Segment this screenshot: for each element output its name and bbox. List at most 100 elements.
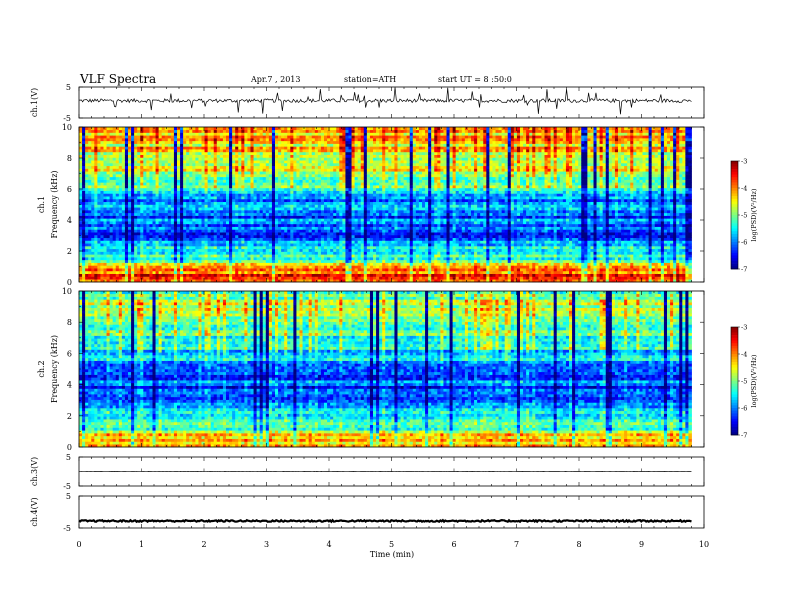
spectrogram-cell	[104, 174, 107, 177]
spectrogram-cell	[110, 224, 113, 227]
spectrogram-cell	[131, 229, 134, 232]
spectrogram-cell	[146, 227, 149, 230]
spectrogram-cell	[107, 265, 110, 268]
spectrogram-cell	[110, 196, 113, 199]
spectrogram-cell	[88, 196, 91, 199]
spectrogram-cell	[107, 199, 110, 202]
spectrogram-cell	[128, 157, 131, 160]
spectrogram-cell	[140, 240, 143, 243]
spectrogram-cell	[88, 232, 91, 235]
spectrogram-cell	[146, 238, 149, 241]
spectrogram-cell	[100, 268, 103, 271]
spectrogram-cell	[79, 130, 82, 133]
spectrogram-cell	[125, 133, 128, 136]
spectrogram-cell	[143, 240, 146, 243]
spectrogram-cell	[122, 268, 125, 271]
spectrogram-cell	[128, 193, 131, 196]
spectrogram-cell	[131, 246, 134, 249]
spectrogram-cell	[79, 227, 82, 230]
spectrogram-cell	[107, 221, 110, 224]
spectrogram-cell	[119, 149, 122, 152]
spectrogram-cell	[79, 240, 82, 243]
spectrogram-cell	[104, 180, 107, 183]
spectrogram-cell	[134, 249, 137, 252]
spectrogram-cell	[85, 271, 88, 274]
spectrogram-cell	[137, 257, 140, 260]
spectrogram-cell	[143, 221, 146, 224]
spectrogram-cell	[128, 149, 131, 152]
spectrogram-cell	[125, 135, 128, 138]
spectrogram-cell	[85, 260, 88, 263]
spectrogram-cell	[88, 185, 91, 188]
spectrogram-cell	[88, 265, 91, 268]
spectrogram-cell	[119, 160, 122, 163]
spectrogram-cell	[137, 213, 140, 216]
spectrogram-cell	[134, 133, 137, 136]
spectrogram-cell	[113, 171, 116, 174]
spectrogram-cell	[122, 141, 125, 144]
spectrogram-cell	[122, 180, 125, 183]
spectrogram-cell	[131, 265, 134, 268]
spectrogram-cell	[128, 254, 131, 257]
spectrogram-cell	[134, 260, 137, 263]
spectrogram-cell	[134, 144, 137, 147]
spectrogram-cell	[107, 166, 110, 169]
spectrogram-cell	[97, 246, 100, 249]
spectrogram-cell	[100, 213, 103, 216]
spectrogram-cell	[146, 216, 149, 219]
spectrogram-cell	[110, 218, 113, 221]
spectrogram-cell	[131, 188, 134, 191]
spectrogram-cell	[122, 152, 125, 155]
spectrogram-cell	[116, 276, 119, 279]
spectrogram-cell	[146, 193, 149, 196]
spectrogram-cell	[116, 177, 119, 180]
spectrogram-cell	[91, 257, 94, 260]
spectrogram-cell	[131, 202, 134, 205]
spectrogram-cell	[79, 229, 82, 232]
spectrogram-cell	[137, 155, 140, 158]
spectrogram-cell	[125, 229, 128, 232]
spectrogram-cell	[143, 196, 146, 199]
spectrogram-cell	[110, 254, 113, 257]
spectrogram-cell	[85, 155, 88, 158]
spectrogram-cell	[94, 193, 97, 196]
spectrogram-cell	[100, 166, 103, 169]
spectrogram-cell	[113, 157, 116, 160]
spectrogram-cell	[110, 171, 113, 174]
spectrogram-cell	[100, 274, 103, 277]
spectrogram-cell	[100, 177, 103, 180]
spectrogram-cell	[97, 182, 100, 185]
spectrogram-cell	[85, 169, 88, 172]
spectrogram-cell	[122, 260, 125, 263]
spectrogram-cell	[146, 149, 149, 152]
spectrogram-cell	[88, 144, 91, 147]
spectrogram-cell	[104, 149, 107, 152]
spectrogram-cell	[82, 163, 85, 166]
spectrogram-cell	[140, 218, 143, 221]
spectrogram-cell	[97, 188, 100, 191]
spectrogram-cell	[79, 254, 82, 257]
spectrogram-cell	[140, 232, 143, 235]
spectrogram-cell	[122, 213, 125, 216]
vlf-spectra-figure: VLF Spectra Apr.7 , 2013 station=ATH sta…	[0, 0, 792, 612]
spectrogram-cell	[110, 188, 113, 191]
spectrogram-cell	[85, 240, 88, 243]
spectrogram-cell	[116, 135, 119, 138]
spectrogram-cell	[119, 229, 122, 232]
spectrogram-cell	[85, 276, 88, 279]
spectrogram-cell	[100, 152, 103, 155]
spectrogram-cell	[119, 246, 122, 249]
spectrogram-cell	[107, 249, 110, 252]
spectrogram-cell	[134, 271, 137, 274]
spectrogram-cell	[131, 149, 134, 152]
spectrogram-cell	[110, 144, 113, 147]
spectrogram-cell	[137, 157, 140, 160]
spectrogram-cell	[131, 152, 134, 155]
spectrogram-cell	[134, 202, 137, 205]
spectrogram-cell	[143, 155, 146, 158]
spectrogram-cell	[140, 160, 143, 163]
spectrogram-cell	[82, 235, 85, 238]
spectrogram-cell	[137, 268, 140, 271]
spectrogram-cell	[143, 135, 146, 138]
spectrogram-cell	[97, 205, 100, 208]
